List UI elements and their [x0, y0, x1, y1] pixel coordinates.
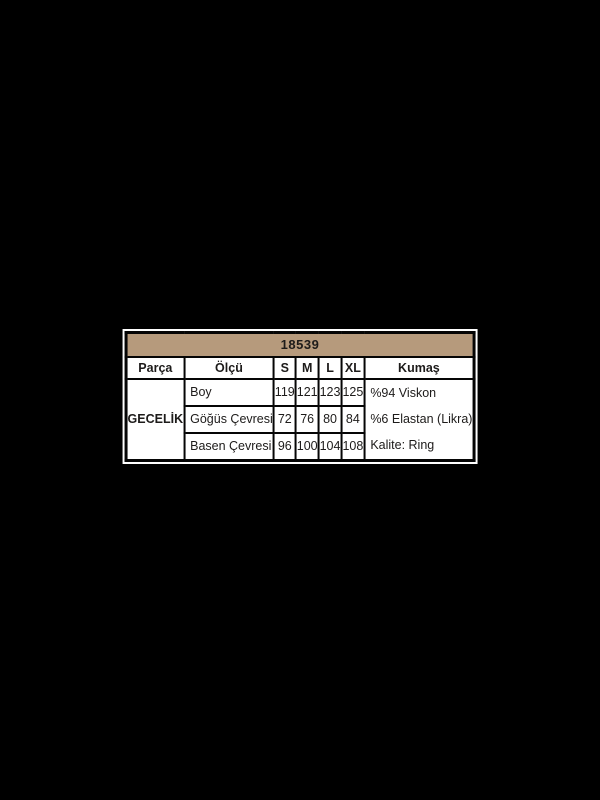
- fabric-line-viscose: %94 Viskon: [370, 385, 437, 400]
- size-value-m: 76: [294, 404, 320, 434]
- size-value-l: 123: [317, 377, 343, 407]
- table-row-boy: GECELİK Boy 119 121 123 125 %94 Viskon %…: [125, 377, 475, 461]
- column-header-size-m: M: [294, 355, 320, 380]
- size-chart-frame: 18539 Parça Ölçü S M L XL Kumaş GECELİK …: [122, 329, 478, 464]
- fabric-info-stack: %94 Viskon %6 Elastan (Likra) Kalite: Ri…: [366, 380, 473, 458]
- size-value-xl: 108: [340, 431, 366, 462]
- size-value-s: 96: [272, 431, 297, 462]
- fabric-info-cell: %94 Viskon %6 Elastan (Likra) Kalite: Ri…: [363, 377, 475, 461]
- header-row: Parça Ölçü S M L XL Kumaş: [125, 355, 475, 380]
- column-header-size-xl: XL: [340, 355, 366, 380]
- fabric-line-elastane: %6 Elastan (Likra): [370, 411, 473, 426]
- measurement-label: Göğüs Çevresi: [183, 404, 275, 434]
- measurement-label: Boy: [183, 377, 275, 407]
- size-value-s: 72: [272, 404, 297, 434]
- size-value-l: 104: [317, 431, 343, 462]
- size-value-xl: 125: [340, 377, 366, 407]
- column-header-size-l: L: [317, 355, 343, 380]
- size-value-m: 100: [294, 431, 320, 462]
- column-header-measure: Ölçü: [183, 355, 275, 380]
- table-row-chest: Göğüs Çevresi 72 76 80 84: [126, 404, 474, 434]
- size-value-s: 119: [272, 377, 297, 407]
- size-value-l: 80: [317, 404, 343, 434]
- size-value-xl: 84: [340, 404, 366, 434]
- column-header-fabric: Kumaş: [363, 355, 475, 380]
- size-chart-table: 18539 Parça Ölçü S M L XL Kumaş GECELİK …: [124, 331, 476, 462]
- table-row-hip: Basen Çevresi 96 100 104 108: [126, 431, 474, 462]
- chart-title: 18539: [125, 331, 475, 358]
- column-header-part: Parça: [125, 355, 186, 380]
- size-value-m: 121: [294, 377, 320, 407]
- fabric-line-quality: Kalite: Ring: [370, 438, 435, 453]
- title-row: 18539: [125, 331, 475, 358]
- measurement-label: Basen Çevresi: [183, 431, 275, 462]
- column-header-size-s: S: [272, 355, 297, 380]
- product-cell: GECELİK: [125, 377, 186, 461]
